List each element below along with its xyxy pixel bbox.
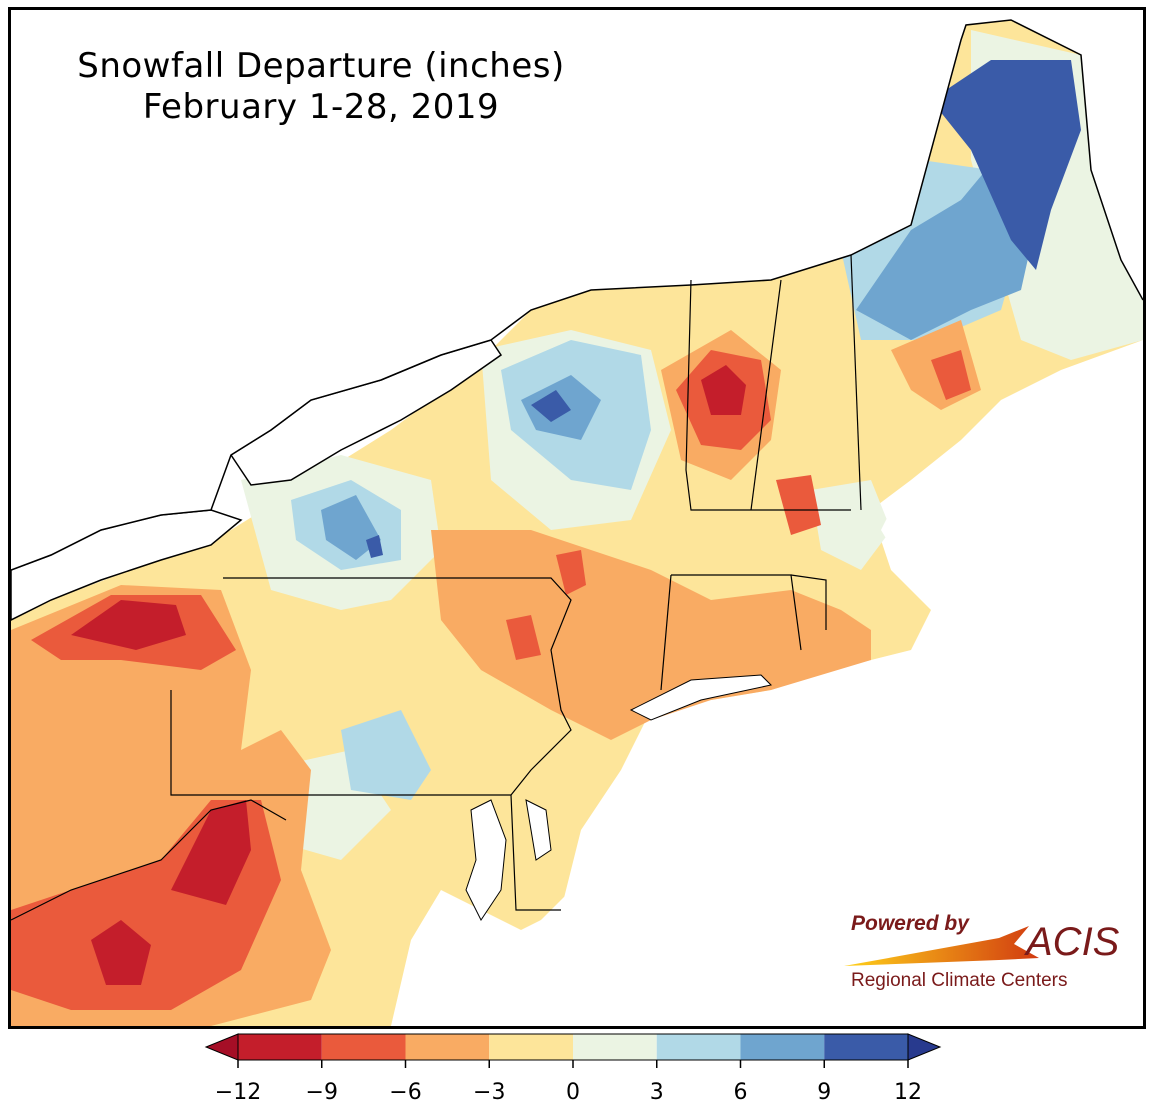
- state-boundaries: [11, 254, 862, 921]
- colorbar-bin: [405, 1034, 490, 1060]
- atlantic-ocean: [511, 340, 1143, 1026]
- logo-brand: ACIS: [1026, 920, 1120, 964]
- region-below-9: [91, 920, 151, 985]
- colorbar-bin: [573, 1034, 657, 1060]
- acis-logo: Powered by ACIS Regional Climate Centers: [839, 908, 1129, 1003]
- map-title: Snowfall Departure (inches): [77, 46, 565, 86]
- snowfall-map: [11, 10, 1143, 1026]
- region-near-normal: [811, 480, 891, 570]
- region-below-6: [776, 475, 821, 535]
- map-subtitle: February 1-28, 2019: [142, 87, 500, 127]
- region-below-6: [931, 350, 971, 400]
- colorbar-bin: [238, 1034, 322, 1060]
- colorbar-tick-label: 6: [733, 1080, 748, 1105]
- colorbar-legend: −12 −9 −6 −3 0 3 6 9 12: [200, 1032, 950, 1112]
- colorbar-tick-label: 0: [566, 1080, 580, 1105]
- colorbar-bin: [740, 1034, 825, 1060]
- colorbar-tick-label: 9: [817, 1080, 832, 1105]
- colorbar-tick-label: −9: [305, 1080, 338, 1105]
- region-above-9: [366, 535, 383, 558]
- region-below-9: [171, 800, 251, 905]
- region-below-6: [506, 615, 541, 660]
- delaware-bay: [525, 799, 552, 861]
- colorbar-bin: [824, 1034, 908, 1060]
- colorbar-tick-label: −3: [473, 1080, 506, 1105]
- logo-subtitle: Regional Climate Centers: [851, 970, 1068, 991]
- region-above-9: [931, 60, 1081, 270]
- region-above-6: [321, 495, 381, 560]
- coastline: [11, 19, 1143, 571]
- colorbar-tick-label: 3: [649, 1080, 664, 1105]
- region-above-3: [341, 710, 431, 800]
- colorbar-tick-label: −12: [214, 1080, 262, 1105]
- colorbar-bin: [489, 1034, 573, 1060]
- colorbar-under-arrow: [204, 1033, 239, 1061]
- chesapeake-bay: [465, 799, 507, 921]
- colorbar-bin: [656, 1034, 741, 1060]
- region-above-9: [531, 390, 571, 422]
- colorbar-tick-label: −6: [389, 1080, 422, 1105]
- colorbar-over-arrow: [907, 1033, 942, 1061]
- acis-swoosh-icon: [844, 926, 1039, 966]
- long-island-sound: [629, 674, 773, 721]
- colorbar-bins: [204, 1033, 942, 1068]
- canada-region: [11, 10, 966, 570]
- region-below-9: [701, 365, 746, 415]
- map-frame: Snowfall Departure (inches) February 1-2…: [8, 7, 1146, 1029]
- region-below-6: [556, 550, 586, 595]
- colorbar-bin: [321, 1034, 406, 1060]
- colorbar-tick-label: 12: [894, 1080, 922, 1105]
- region-below-9: [71, 600, 186, 650]
- logo-powered-by: Powered by: [851, 912, 969, 935]
